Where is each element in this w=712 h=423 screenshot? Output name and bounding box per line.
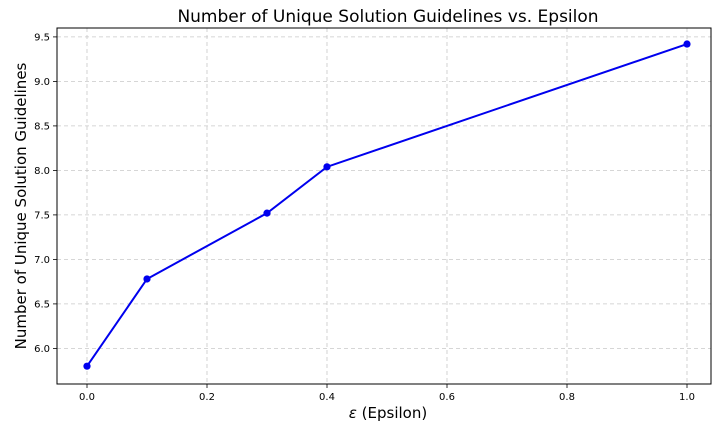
y-tick-label: 6.5: [34, 299, 50, 310]
data-point: [683, 40, 691, 48]
x-tick-label: 1.0: [679, 392, 695, 403]
x-tick-label: 0.4: [319, 392, 335, 403]
y-axis-ticks: 6.0 6.5 7.0 7.5 8.0 8.5 9.0 9.5: [34, 32, 57, 355]
x-axis-label-symbol: ε: [349, 404, 357, 422]
series-line: [86, 43, 688, 367]
x-tick-label: 0.8: [559, 392, 575, 403]
x-axis-label-text: (Epsilon): [357, 404, 427, 422]
y-tick-label: 9.5: [34, 32, 50, 43]
data-point: [263, 209, 271, 217]
data-point: [143, 275, 151, 283]
y-tick-label: 9.0: [34, 77, 50, 88]
data-point: [323, 163, 331, 171]
plot-area-frame: [56, 27, 712, 385]
y-tick-label: 6.0: [34, 344, 50, 355]
series-layer: [83, 40, 691, 370]
x-tick-label: 0.0: [79, 392, 95, 403]
x-axis-label: ε (Epsilon): [349, 404, 427, 422]
x-tick-label: 0.2: [199, 392, 215, 403]
y-tick-label: 8.0: [34, 166, 50, 177]
data-point: [83, 362, 91, 370]
grid-lines: [57, 28, 711, 384]
y-axis-label: Number of Unique Solution Guidelines: [12, 62, 30, 349]
y-tick-label: 8.5: [34, 121, 50, 132]
x-axis-ticks: 0.0 0.2 0.4 0.6 0.8 1.0: [79, 384, 695, 403]
y-tick-label: 7.5: [34, 210, 50, 221]
x-tick-label: 0.6: [439, 392, 455, 403]
chart-title: Number of Unique Solution Guidelines vs.…: [177, 7, 598, 27]
y-tick-label: 7.0: [34, 255, 50, 266]
